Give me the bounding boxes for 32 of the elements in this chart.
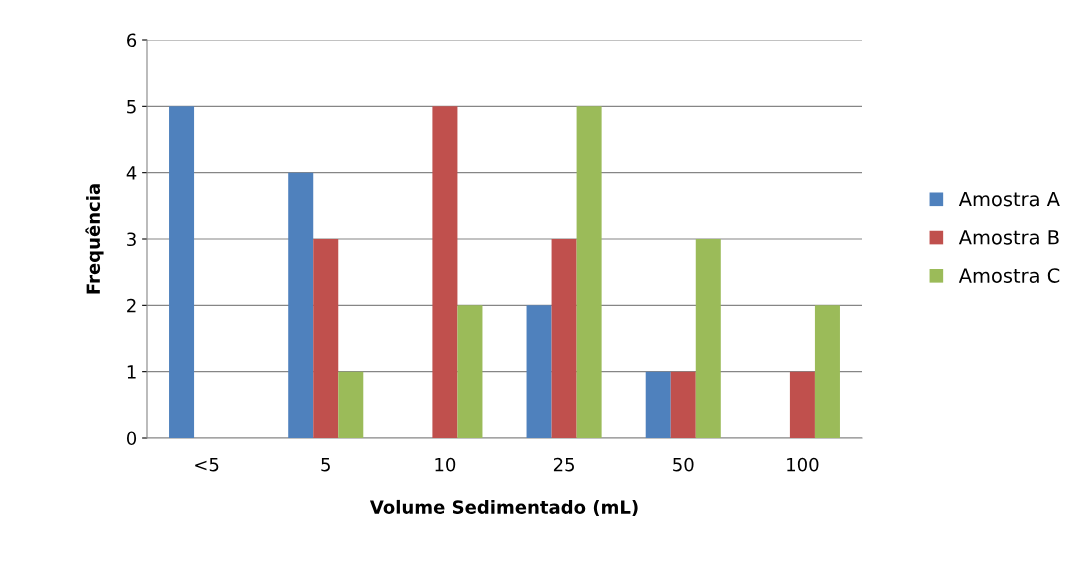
y-tick-label: 2	[127, 298, 136, 313]
bar	[576, 106, 602, 438]
bar	[288, 172, 314, 438]
legend-label: Amostra B	[958, 230, 1059, 245]
bar	[432, 106, 458, 438]
bar	[670, 371, 696, 438]
bar	[457, 305, 483, 438]
x-tick-label: 50	[673, 457, 694, 472]
bar	[645, 371, 671, 438]
y-tick-label: 6	[127, 33, 137, 48]
x-tick-label: <5	[195, 458, 219, 472]
x-tick-label: 5	[321, 458, 330, 472]
y-tick-label: 5	[127, 100, 136, 114]
bar	[695, 239, 721, 438]
x-tick-label: 25	[553, 457, 574, 472]
bar	[789, 371, 815, 438]
y-tick-label: 3	[127, 232, 136, 247]
y-tick-label: 0	[126, 431, 137, 446]
bar	[313, 239, 339, 438]
y-tick-label: 4	[126, 166, 137, 180]
legend-label: Amostra A	[958, 191, 1060, 207]
x-tick-label: 100	[787, 457, 819, 472]
y-axis-title: Frequência	[85, 184, 104, 294]
y-tick-label: 1	[127, 365, 136, 379]
bar	[814, 305, 840, 438]
bar	[526, 305, 552, 438]
x-tick-label: 10	[435, 457, 456, 472]
bar	[551, 239, 577, 438]
bar	[338, 371, 364, 438]
legend-label: Amostra C	[958, 268, 1060, 283]
x-axis-title: Volume Sedimentado (mL)	[369, 499, 638, 517]
bar	[169, 106, 195, 438]
